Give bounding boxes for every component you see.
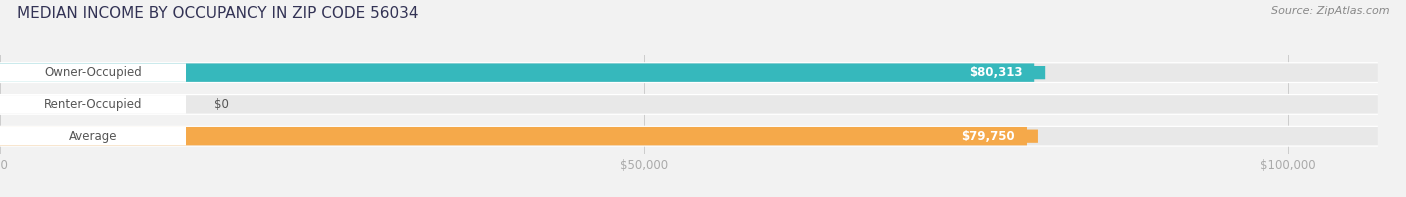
Text: Average: Average [69,130,117,143]
Text: Renter-Occupied: Renter-Occupied [44,98,142,111]
FancyBboxPatch shape [0,127,1026,145]
Text: $80,313: $80,313 [969,66,1022,79]
FancyBboxPatch shape [0,63,186,82]
Text: $79,750: $79,750 [962,130,1015,143]
FancyBboxPatch shape [0,127,1378,145]
FancyBboxPatch shape [939,130,1038,143]
FancyBboxPatch shape [0,95,186,114]
FancyBboxPatch shape [0,127,186,145]
FancyBboxPatch shape [0,94,1378,115]
Text: MEDIAN INCOME BY OCCUPANCY IN ZIP CODE 56034: MEDIAN INCOME BY OCCUPANCY IN ZIP CODE 5… [17,6,419,21]
Text: Source: ZipAtlas.com: Source: ZipAtlas.com [1271,6,1389,16]
FancyBboxPatch shape [0,126,1378,147]
FancyBboxPatch shape [0,95,1378,114]
FancyBboxPatch shape [0,63,1378,82]
FancyBboxPatch shape [0,62,1378,83]
FancyBboxPatch shape [946,66,1045,79]
Text: Owner-Occupied: Owner-Occupied [44,66,142,79]
FancyBboxPatch shape [0,63,1035,82]
Text: $0: $0 [214,98,228,111]
